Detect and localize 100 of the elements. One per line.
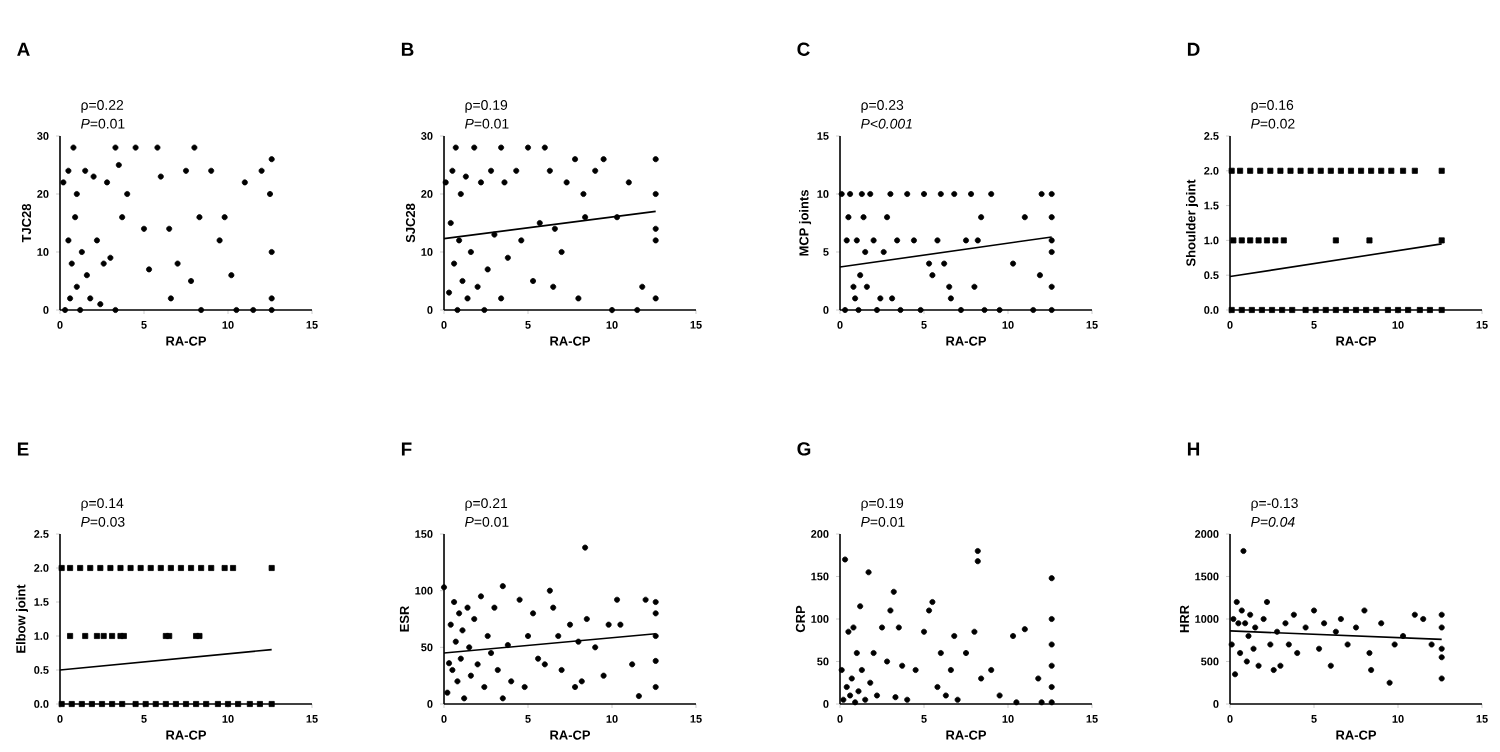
point xyxy=(567,621,573,628)
point xyxy=(499,583,506,590)
point xyxy=(867,191,874,197)
point xyxy=(592,644,599,651)
point xyxy=(530,278,537,284)
point xyxy=(1263,237,1270,244)
point xyxy=(1048,307,1055,313)
point xyxy=(488,650,495,656)
point xyxy=(1238,307,1245,313)
point xyxy=(910,237,917,244)
point xyxy=(609,307,615,313)
point xyxy=(838,667,845,673)
point xyxy=(954,696,961,703)
point xyxy=(530,610,537,617)
point xyxy=(172,701,179,707)
chart-title: C xyxy=(797,42,810,56)
point xyxy=(1366,237,1373,244)
point xyxy=(258,167,265,174)
point xyxy=(947,667,954,673)
point xyxy=(1233,599,1240,605)
point xyxy=(88,701,95,707)
point xyxy=(858,667,865,673)
point xyxy=(1297,167,1304,174)
point xyxy=(471,144,478,151)
point xyxy=(600,156,607,163)
point xyxy=(1252,624,1259,631)
point xyxy=(494,667,501,673)
point xyxy=(639,283,646,290)
point xyxy=(481,684,488,690)
point xyxy=(860,214,867,221)
point xyxy=(1237,650,1244,656)
point xyxy=(1353,307,1359,313)
point xyxy=(852,699,859,706)
point xyxy=(652,657,659,664)
point xyxy=(541,661,548,668)
point xyxy=(1353,624,1360,631)
point xyxy=(233,307,240,313)
point xyxy=(208,167,215,174)
point xyxy=(862,249,869,255)
point xyxy=(107,254,114,261)
point xyxy=(1048,575,1055,582)
point xyxy=(1311,607,1318,614)
point xyxy=(917,307,924,313)
point xyxy=(484,266,491,273)
point xyxy=(474,661,481,668)
point xyxy=(1317,167,1324,174)
chart-title: E xyxy=(17,442,29,456)
point xyxy=(99,701,105,707)
point xyxy=(504,642,511,649)
point xyxy=(132,144,139,151)
point xyxy=(843,237,850,244)
point xyxy=(904,696,911,703)
point xyxy=(555,633,562,639)
point xyxy=(1228,641,1235,648)
point xyxy=(451,260,458,267)
point xyxy=(127,565,134,571)
point xyxy=(1368,667,1375,673)
point xyxy=(847,191,854,197)
point xyxy=(1344,641,1351,648)
point xyxy=(1243,658,1250,665)
point xyxy=(652,237,659,244)
point xyxy=(847,692,854,699)
point xyxy=(466,644,473,651)
point xyxy=(848,675,855,682)
point xyxy=(551,225,558,232)
point xyxy=(963,650,969,656)
point xyxy=(65,237,72,244)
point xyxy=(83,272,90,279)
point xyxy=(1384,307,1391,313)
point xyxy=(77,565,84,571)
point xyxy=(191,144,198,151)
point xyxy=(546,587,553,594)
point xyxy=(447,621,454,628)
point xyxy=(582,544,589,551)
point xyxy=(60,179,67,186)
point xyxy=(572,156,579,163)
point xyxy=(1405,307,1412,313)
point xyxy=(1438,167,1445,174)
point xyxy=(504,254,511,261)
chart-title: F xyxy=(401,442,412,456)
point xyxy=(652,156,659,163)
point xyxy=(550,604,557,611)
point xyxy=(188,278,195,284)
point xyxy=(850,624,857,631)
point xyxy=(1321,620,1328,627)
point xyxy=(857,603,864,610)
point xyxy=(852,295,859,302)
point xyxy=(884,658,891,665)
point xyxy=(1048,699,1055,706)
point xyxy=(221,214,228,221)
point xyxy=(109,701,116,707)
point xyxy=(87,295,94,302)
point xyxy=(957,307,964,313)
point xyxy=(1255,237,1262,244)
point xyxy=(1327,167,1334,174)
point xyxy=(167,295,174,302)
point xyxy=(617,621,624,628)
point xyxy=(937,191,944,197)
chart-title: D xyxy=(1187,42,1200,56)
point xyxy=(1038,699,1045,706)
